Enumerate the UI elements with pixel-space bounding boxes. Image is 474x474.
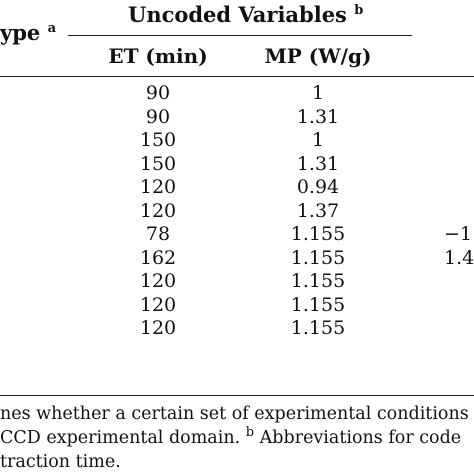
cell-et: 120 (139, 317, 177, 339)
column-header-et: ET (min) (108, 44, 208, 68)
table-row: 120 1.155 (0, 317, 474, 341)
cell-et: 120 (139, 176, 177, 198)
cell-mp: 1.155 (290, 317, 346, 339)
cell-mp: 1.155 (290, 246, 346, 269)
footnote-line-2-start: CCD experimental domain. (0, 428, 241, 448)
cell-mp: 1 (311, 82, 325, 104)
cell-mp: 0.94 (296, 176, 340, 198)
table-row: 150 1 (0, 129, 474, 153)
table-body: 90 1 90 1.31 150 1 150 1.31 120 0.94 120 1.37 … (0, 82, 474, 341)
table-row: 78 1.155 −1 (0, 223, 474, 247)
table-row: 90 1.31 (0, 106, 474, 130)
footnote-b-mark: b (245, 425, 255, 441)
table-row: 120 1.37 (0, 200, 474, 224)
cell-mp: 1.31 (296, 152, 340, 175)
footnote-line-2-end: Abbreviations for code (259, 428, 462, 448)
cell-mp: 1.37 (296, 199, 340, 222)
table-row: 120 1.155 (0, 270, 474, 294)
footnote-line-3: traction time. (0, 452, 121, 472)
column-header-mp: MP (W/g) (264, 44, 372, 68)
cell-coded: −1 (444, 223, 473, 245)
header-type-label: ype (0, 20, 41, 45)
header-type: ype a (0, 20, 56, 45)
group-header-rule (68, 35, 412, 36)
table-footnotes: nes whether a certain set of experimenta… (0, 402, 474, 474)
table-row: 150 1.31 (0, 153, 474, 177)
cell-mp: 1.31 (296, 105, 340, 128)
cell-et: 90 (145, 105, 171, 128)
table-row: 90 1 (0, 82, 474, 106)
table-row: 120 0.94 (0, 176, 474, 200)
cell-et: 162 (139, 246, 177, 269)
footnote-line-2: CCD experimental domain. b Abbreviations… (0, 426, 474, 450)
header-group-footnote-mark: b (354, 3, 364, 18)
footnote-line-1: nes whether a certain set of experimenta… (0, 404, 474, 424)
header-type-footnote-mark: a (47, 21, 56, 36)
header-uncoded-variables: Uncoded Variables b (128, 2, 363, 27)
table-row: 120 1.155 (0, 294, 474, 318)
cell-et: 120 (139, 270, 177, 292)
cell-et: 78 (145, 223, 171, 245)
table-row: 162 1.155 1.4 (0, 247, 474, 271)
cell-et: 120 (139, 293, 177, 316)
cell-mp: 1.155 (290, 270, 346, 292)
header-bottom-rule (0, 76, 474, 77)
cell-et: 90 (145, 82, 171, 104)
cell-mp: 1 (311, 129, 325, 151)
cell-coded: 1.4 (444, 246, 474, 269)
cell-et: 120 (139, 199, 177, 222)
cell-et: 150 (139, 152, 177, 175)
header-group-label: Uncoded Variables (128, 2, 347, 27)
cell-et: 150 (139, 129, 177, 151)
table-bottom-rule (0, 395, 474, 396)
cell-mp: 1.155 (290, 223, 346, 245)
cell-mp: 1.155 (290, 293, 346, 316)
